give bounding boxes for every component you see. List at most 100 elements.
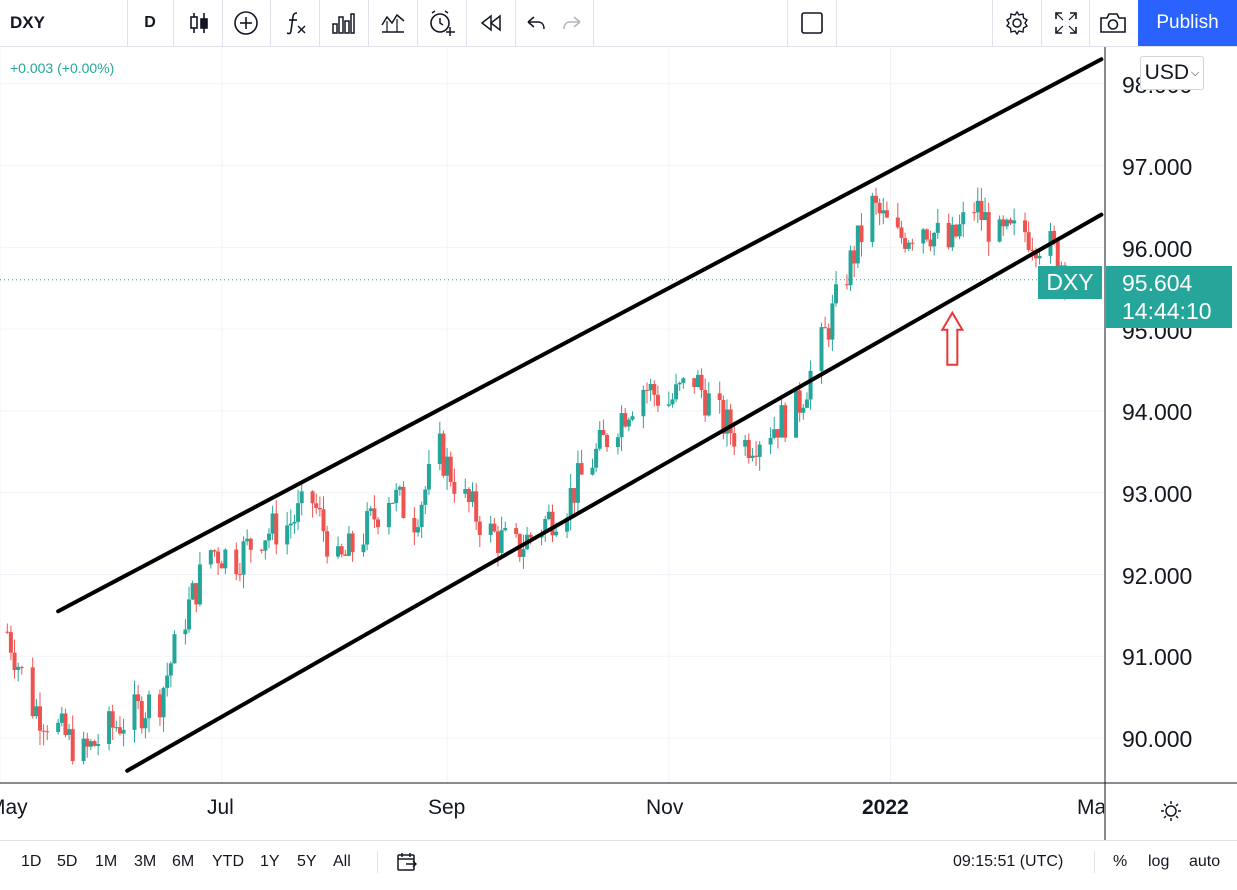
- bar-countdown: 14:44:10: [1122, 298, 1212, 324]
- fx-icon[interactable]: [279, 0, 313, 46]
- candle-body: [88, 741, 93, 747]
- alert-icon[interactable]: [425, 0, 459, 46]
- candle-body: [750, 455, 755, 458]
- range-1m-button[interactable]: 1M: [95, 853, 118, 870]
- candle-body: [437, 433, 442, 465]
- candle-body: [423, 489, 428, 505]
- candle-body: [441, 433, 446, 476]
- goto-date-icon[interactable]: [396, 852, 418, 877]
- candle-body: [575, 463, 580, 503]
- candle-body: [350, 533, 355, 553]
- candle-body: [81, 738, 86, 762]
- candle-body: [652, 384, 657, 395]
- range-1d-button[interactable]: 1D: [21, 853, 42, 870]
- candle-body: [168, 663, 173, 676]
- candle-body: [550, 511, 555, 536]
- candle-body: [59, 713, 64, 723]
- candle-body: [208, 550, 213, 565]
- candle-body: [390, 502, 395, 504]
- candle-body: [445, 456, 450, 476]
- axis-settings-icon[interactable]: [1160, 800, 1182, 827]
- range-6m-button[interactable]: 6M: [172, 853, 195, 870]
- log-scale-toggle[interactable]: log: [1148, 853, 1170, 870]
- time-tick: 2022: [862, 796, 909, 819]
- candle-body: [754, 455, 759, 457]
- candle-body: [521, 549, 526, 557]
- range-5d-button[interactable]: 5D: [57, 853, 78, 870]
- candle-body: [572, 488, 577, 503]
- snapshot-icon[interactable]: [1096, 0, 1130, 46]
- candle-body: [296, 503, 301, 522]
- candle-body: [147, 694, 152, 719]
- replay-icon[interactable]: [474, 0, 508, 46]
- candle-body: [645, 389, 650, 391]
- upper-channel-line: [56, 57, 1104, 614]
- candle-body: [372, 508, 377, 520]
- price-tick: 97.000: [1122, 154, 1193, 180]
- currency-select[interactable]: USD ⌵: [1140, 56, 1204, 90]
- candle-body: [648, 384, 653, 391]
- last-price-tag: 95.604 14:44:10: [1106, 266, 1232, 328]
- candle-body: [346, 533, 351, 556]
- candle-body: [975, 200, 980, 213]
- range-5y-button[interactable]: 5Y: [297, 853, 317, 870]
- compare-icon[interactable]: [376, 0, 410, 46]
- candle-body: [732, 433, 737, 447]
- candles-icon[interactable]: [182, 0, 216, 46]
- candle-body: [601, 429, 606, 436]
- undo-icon[interactable]: [522, 0, 550, 46]
- auto-scale-toggle[interactable]: auto: [1189, 853, 1221, 870]
- bottom-toolbar: [0, 840, 1237, 890]
- range-all-button[interactable]: All: [333, 853, 351, 870]
- candle-body: [794, 390, 799, 438]
- candle-body: [953, 224, 958, 237]
- candle-body: [343, 554, 348, 556]
- chevron-down-icon: ⌵: [1191, 66, 1200, 79]
- symbol-search-button[interactable]: DXY: [10, 13, 45, 32]
- layout-square-icon[interactable]: [795, 0, 829, 46]
- candle-body: [503, 528, 508, 531]
- candle-body: [1026, 232, 1031, 250]
- candle-body: [463, 489, 468, 494]
- candle-body: [157, 694, 162, 718]
- candle-body: [67, 729, 72, 735]
- publish-button[interactable]: Publish: [1138, 0, 1237, 46]
- candle-body: [961, 212, 966, 225]
- candle-body: [172, 634, 177, 664]
- candle-body: [63, 713, 68, 735]
- clock-time[interactable]: 09:15:51 (UTC): [953, 853, 1064, 870]
- candle-body: [132, 694, 137, 730]
- candle-body: [884, 210, 889, 218]
- range-3m-button[interactable]: 3M: [134, 853, 157, 870]
- candle-body: [699, 374, 704, 391]
- candle-body: [92, 741, 97, 746]
- time-tick: Jul: [207, 796, 234, 819]
- percent-scale-toggle[interactable]: %: [1113, 853, 1128, 870]
- candle-body: [426, 464, 431, 490]
- range-1y-button[interactable]: 1Y: [260, 853, 280, 870]
- candle-body: [797, 390, 802, 413]
- add-indicator-icon[interactable]: [229, 0, 263, 46]
- up-arrow-annotation: [940, 310, 965, 366]
- candle-body: [197, 564, 202, 605]
- price-tick: 92.000: [1122, 563, 1193, 589]
- candle-body: [881, 210, 886, 214]
- candle-body: [823, 327, 828, 329]
- candle-body: [1030, 249, 1035, 251]
- candle-body: [85, 738, 90, 747]
- candle-body: [121, 729, 126, 734]
- candle-body: [554, 531, 559, 536]
- range-ytd-button[interactable]: YTD: [212, 853, 244, 870]
- settings-icon[interactable]: [1000, 0, 1034, 46]
- bar-chart-icon[interactable]: [326, 0, 360, 46]
- candle-body: [986, 212, 991, 242]
- candle-body: [874, 195, 879, 203]
- interval-button[interactable]: D: [144, 14, 156, 31]
- candle-body: [30, 667, 35, 717]
- fullscreen-icon[interactable]: [1049, 0, 1083, 46]
- candle-body: [568, 488, 573, 518]
- redo-icon[interactable]: [558, 0, 586, 46]
- candle-body: [565, 517, 570, 532]
- candle-body: [299, 491, 304, 504]
